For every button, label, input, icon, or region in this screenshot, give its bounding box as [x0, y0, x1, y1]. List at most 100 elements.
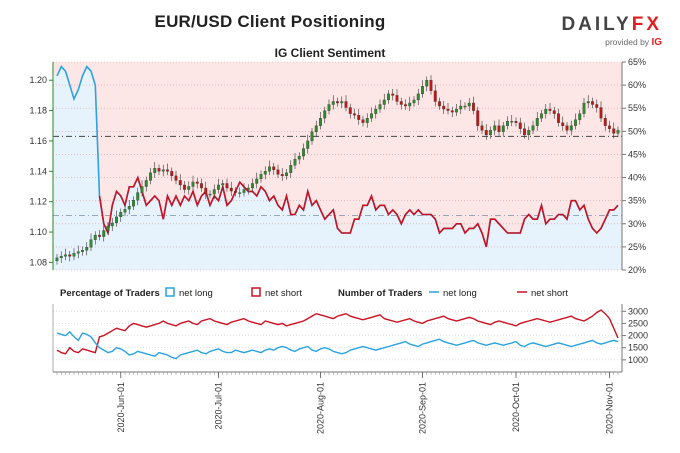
price-candle: [259, 174, 263, 180]
logo-fx: FX: [631, 14, 662, 35]
price-candle: [433, 90, 437, 102]
price-candle: [514, 121, 518, 123]
pct-tick-label: 65%: [628, 57, 646, 67]
price-candle: [425, 80, 429, 87]
price-candle: [480, 125, 484, 131]
pct-tick-label: 60%: [628, 80, 646, 90]
price-candle: [263, 171, 267, 175]
pct-tick-label: 50%: [628, 126, 646, 136]
pct-tick-label: 20%: [628, 265, 646, 275]
price-candle: [149, 172, 152, 181]
net-long-count-line: [56, 330, 619, 360]
legend: Percentage of Traders net long net short Nu…: [60, 287, 568, 299]
price-candle: [382, 99, 386, 105]
price-candle: [178, 180, 182, 186]
price-candle: [399, 101, 403, 105]
price-candle: [501, 125, 505, 132]
price-candle: [395, 95, 399, 102]
logo-daily: DAILY: [561, 14, 632, 35]
price-candle: [208, 193, 212, 196]
price-candle: [234, 190, 237, 193]
chart-subtitle: IG Client Sentiment: [274, 46, 386, 60]
price-candle: [412, 99, 416, 104]
count-tick-label: 1000: [628, 355, 648, 365]
price-candle: [421, 86, 424, 95]
price-sentiment-panel: 1.08 1.10 1.12 1.14 1.16 1.18 1.20 20% 25% 30% 35%…: [29, 57, 646, 275]
price-candle: [323, 110, 327, 119]
price-candle: [523, 128, 526, 136]
price-candle: [429, 80, 433, 91]
price-candle: [140, 186, 144, 193]
pct-tick-label: 40%: [628, 173, 646, 183]
price-candle: [170, 171, 174, 177]
pct-tick-label: 35%: [628, 196, 646, 206]
price-candle: [438, 101, 441, 107]
price-candle: [497, 125, 501, 132]
price-candle: [246, 187, 250, 190]
price-candle: [302, 148, 305, 157]
price-candle: [489, 130, 492, 136]
price-candle: [157, 168, 161, 172]
price-tick-label: 1.18: [29, 106, 47, 116]
price-candle: [280, 174, 284, 177]
price-candle: [544, 108, 548, 114]
price-candle: [183, 184, 186, 190]
count-tick-label: 3000: [628, 306, 648, 316]
price-candle: [272, 166, 276, 170]
date-tick-label: 2020-Jun-01: [116, 382, 126, 433]
price-candle: [463, 105, 467, 108]
net-short-count-line: [56, 309, 619, 355]
date-tick-label: 2020-Oct-01: [511, 382, 521, 432]
pct-tick-label: 30%: [628, 219, 646, 229]
legend-num-label: Number of Traders: [338, 288, 422, 299]
price-candle: [361, 119, 365, 123]
price-candle: [127, 206, 131, 210]
price-candle: [506, 121, 509, 126]
price-candle: [569, 125, 573, 131]
price-candle: [251, 183, 254, 189]
price-candle: [391, 93, 395, 96]
legend-num-short: net short: [531, 288, 568, 299]
trader-count-panel: 1000 1500 2000 2500 3000: [52, 304, 648, 373]
price-candle: [68, 254, 72, 257]
price-tick-label: 1.20: [29, 75, 47, 85]
price-tick-label: 1.12: [29, 197, 47, 207]
price-tick-label: 1.16: [29, 136, 47, 146]
net-short-pct-line: [98, 175, 619, 248]
price-candle: [348, 107, 352, 114]
dailyfx-logo: DAILYFX provided by IG: [552, 14, 662, 48]
net-long-area: [53, 66, 622, 270]
price-candle: [132, 200, 135, 207]
price-candle: [297, 155, 301, 160]
price-candle: [442, 105, 446, 110]
price-candle: [344, 101, 348, 108]
price-candle: [242, 189, 246, 193]
price-candle: [446, 108, 450, 111]
price-candle: [314, 125, 318, 132]
price-candle: [578, 113, 582, 120]
price-candle: [557, 113, 560, 123]
price-candle: [565, 125, 569, 131]
price-tick-label: 1.10: [29, 227, 47, 237]
ig-logo: IG: [651, 37, 662, 48]
price-candle: [64, 254, 67, 257]
price-candle: [603, 118, 607, 126]
price-candle: [98, 234, 101, 237]
pct-tick-label: 45%: [628, 149, 646, 159]
price-candle: [591, 101, 594, 105]
price-tick-label: 1.08: [29, 257, 47, 267]
price-candle: [187, 186, 191, 190]
price-candle: [217, 184, 220, 190]
price-candle: [268, 166, 271, 172]
price-candle: [548, 108, 552, 111]
pct-tick-label: 25%: [628, 242, 646, 252]
price-candle: [455, 108, 458, 113]
price-candle: [518, 122, 522, 129]
price-candle: [365, 118, 369, 123]
price-candle: [119, 212, 123, 218]
price-candle: [174, 175, 178, 181]
count-tick-label: 1500: [628, 343, 648, 353]
price-candle: [404, 104, 407, 107]
price-candle: [166, 169, 169, 172]
price-candle: [306, 140, 310, 149]
